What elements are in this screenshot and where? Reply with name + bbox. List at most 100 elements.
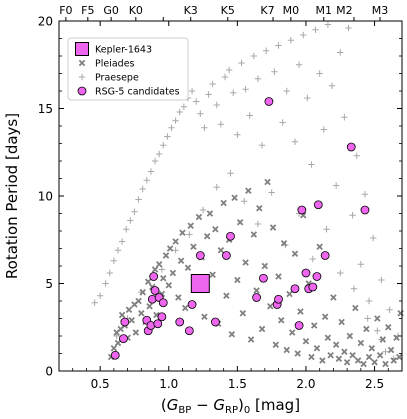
- x-axis-label: (GBP − GRP)0 [mag]: [161, 396, 300, 416]
- pleiades-series: [107, 178, 404, 368]
- x-axis-label-open: (: [161, 396, 167, 414]
- pleiades-point: [341, 348, 348, 355]
- pleiades-point: [217, 247, 225, 254]
- pleiades-point: [371, 359, 378, 366]
- rsg5-candidates-series: [110, 97, 370, 360]
- rsg5-candidate-point: [195, 251, 205, 260]
- praesepe-point: [332, 182, 340, 189]
- pleiades-point: [319, 357, 326, 364]
- pleiades-point: [385, 324, 392, 331]
- praesepe-point: [113, 332, 120, 340]
- praesepe-point: [300, 31, 307, 39]
- praesepe-point: [127, 217, 134, 224]
- pleiades-point: [253, 287, 260, 294]
- pleiades-point: [114, 339, 122, 347]
- pleiades-point: [172, 238, 179, 245]
- praesepe-point: [193, 98, 200, 105]
- praesepe-point: [291, 138, 299, 145]
- top-axis-label: M0: [283, 4, 300, 17]
- rsg5-candidate-point: [274, 294, 283, 304]
- praesepe-point: [188, 87, 196, 95]
- rsg5-candidate-point: [297, 205, 307, 215]
- pleiades-point: [360, 360, 367, 368]
- pleiades-point: [275, 273, 282, 280]
- praesepe-point: [250, 52, 258, 60]
- top-axis-label: G0: [103, 4, 119, 17]
- praesepe-point: [176, 108, 183, 116]
- praesepe-point: [268, 189, 275, 196]
- pleiades-point: [330, 294, 337, 301]
- rsg5-candidate-point: [259, 273, 268, 283]
- pleiades-point: [220, 199, 227, 207]
- praesepe-point: [102, 280, 109, 287]
- praesepe-point: [295, 61, 303, 68]
- praesepe-point: [227, 170, 234, 177]
- praesepe-point: [123, 226, 130, 233]
- pleiades-point: [352, 304, 359, 312]
- x-axis-label-sub1: BP: [178, 405, 191, 416]
- pleiades-point: [368, 345, 376, 352]
- top-axis-label: M1: [316, 4, 333, 17]
- pleiades-point: [324, 334, 332, 341]
- pleiades-point: [135, 297, 142, 305]
- pleiades-point: [247, 336, 255, 343]
- pleiades-point: [297, 308, 304, 315]
- pleiades-point: [390, 357, 398, 364]
- pleiades-point: [269, 224, 277, 231]
- praesepe-point: [242, 86, 249, 93]
- pleiades-point: [206, 210, 214, 217]
- praesepe-point: [246, 112, 253, 119]
- praesepe-point: [361, 191, 369, 198]
- pleiades-point: [132, 329, 140, 336]
- rsg5-candidate-point: [346, 142, 356, 152]
- rsg5-candidate-point: [149, 272, 159, 281]
- praesepe-point: [197, 110, 204, 117]
- praesepe-point: [91, 299, 98, 306]
- pleiades-point: [256, 205, 263, 212]
- praesepe-point: [279, 119, 286, 126]
- praesepe-point: [225, 66, 233, 74]
- rsg5-candidate-point: [158, 298, 168, 308]
- pleiades-point: [376, 352, 384, 359]
- pleiades-point: [223, 292, 230, 299]
- praesepe-point: [345, 24, 352, 32]
- praesepe-point: [357, 261, 365, 268]
- pleiades-point: [349, 352, 356, 359]
- praesepe-point: [337, 269, 344, 277]
- pleiades-point: [175, 294, 182, 301]
- praesepe-point: [337, 49, 344, 56]
- praesepe-point: [234, 131, 241, 138]
- praesepe-point: [369, 234, 377, 242]
- pleiades-point: [291, 250, 299, 257]
- pleiades-point: [396, 353, 403, 361]
- praesepe-point: [199, 206, 207, 214]
- kepler-1643-point: [190, 274, 210, 293]
- y-tick-label: 5: [45, 277, 53, 291]
- praesepe-point: [309, 255, 317, 263]
- pleiades-point: [239, 310, 247, 317]
- top-axis-label: M3: [372, 4, 389, 17]
- pleiades-point: [354, 357, 362, 364]
- rsg5-candidate-point: [150, 286, 160, 295]
- pleiades-point: [332, 341, 340, 348]
- rsg5-candidate-point: [252, 293, 261, 302]
- legend-label: Praesepe: [95, 73, 139, 84]
- pleiades-point: [110, 345, 118, 352]
- pleiades-point: [258, 325, 266, 333]
- praesepe-point: [254, 75, 262, 82]
- praesepe-point: [110, 257, 118, 264]
- legend-rsg5-marker: [77, 86, 87, 96]
- pleiades-point: [166, 245, 174, 252]
- praesepe-point: [365, 297, 373, 305]
- praesepe-point: [151, 157, 159, 165]
- rsg5-candidate-point: [308, 282, 318, 292]
- legend-label: Pleiades: [95, 59, 135, 70]
- pleiades-point: [379, 336, 387, 343]
- praesepe-point: [238, 59, 245, 67]
- praesepe-point: [135, 196, 142, 203]
- praesepe-point: [364, 315, 371, 322]
- praesepe-point: [147, 168, 155, 175]
- praesepe-point: [96, 292, 104, 299]
- x-axis-label-g2: G: [213, 396, 225, 414]
